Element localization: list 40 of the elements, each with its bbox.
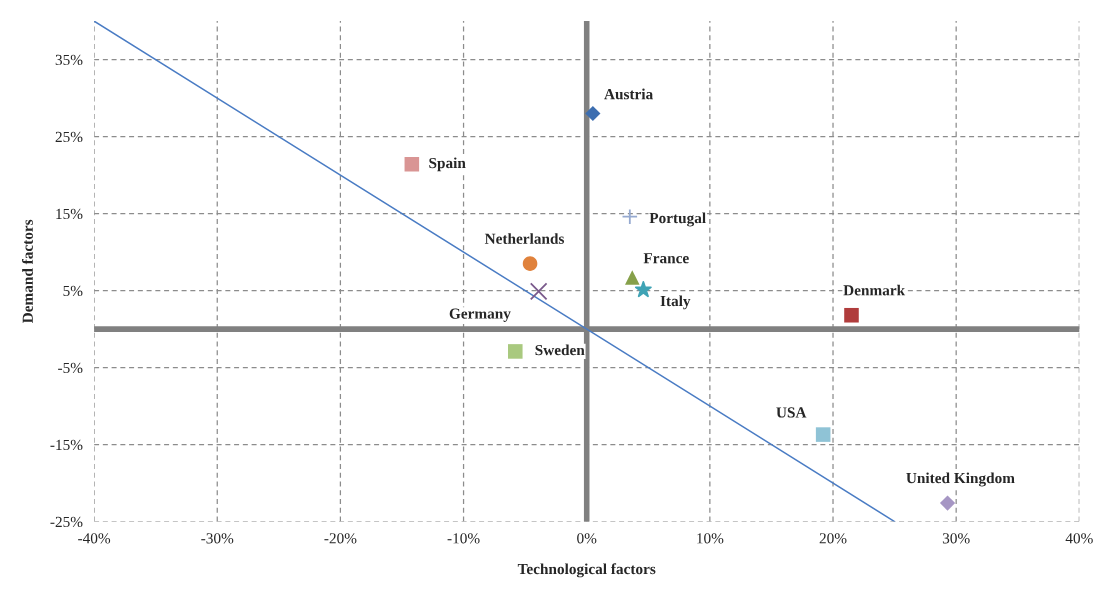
series-label: Netherlands — [484, 233, 565, 244]
point — [939, 495, 956, 511]
x-tick-label: -30% — [201, 533, 234, 544]
y-tick-label: -15% — [50, 439, 83, 451]
point — [508, 344, 523, 359]
series-label: USA — [776, 407, 807, 418]
point — [634, 281, 652, 298]
point — [815, 427, 831, 442]
point — [844, 307, 859, 323]
series-label: Spain — [429, 157, 466, 172]
series-label: Italy — [660, 295, 691, 310]
point — [624, 270, 640, 285]
y-axis-title: Demand factors — [21, 219, 33, 324]
point — [621, 208, 639, 225]
series-label: Austria — [604, 88, 653, 100]
point — [529, 282, 548, 301]
x-tick-label: 0% — [577, 533, 597, 544]
series-label: Sweden — [535, 344, 585, 356]
x-tick-label: -10% — [447, 533, 480, 544]
series-label: United Kingdom — [906, 472, 1015, 487]
x-tick-label: 20% — [819, 533, 847, 544]
series-label: France — [643, 253, 689, 264]
series-label: Portugal — [649, 212, 706, 227]
x-tick-label: -40% — [78, 533, 111, 544]
point — [585, 105, 601, 122]
y-tick-label: 35% — [55, 54, 83, 66]
point — [522, 256, 538, 271]
x-tick-label: 40% — [1065, 533, 1093, 544]
x-axis-title: Technological factors — [517, 563, 656, 578]
y-tick-label: 25% — [55, 131, 83, 143]
x-tick-label: 30% — [942, 533, 970, 544]
x-tick-label: 10% — [697, 533, 724, 544]
y-tick-label: 5% — [63, 285, 83, 297]
series-label: Denmark — [843, 284, 906, 296]
series-label: Germany — [449, 308, 511, 322]
point — [404, 157, 420, 172]
y-tick-label: -5% — [58, 362, 83, 374]
y-tick-label: 15% — [56, 208, 83, 220]
y-tick-label: -25% — [50, 516, 83, 528]
x-tick-label: -20% — [324, 533, 357, 544]
